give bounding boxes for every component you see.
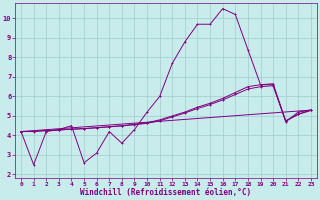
X-axis label: Windchill (Refroidissement éolien,°C): Windchill (Refroidissement éolien,°C) bbox=[80, 188, 252, 197]
